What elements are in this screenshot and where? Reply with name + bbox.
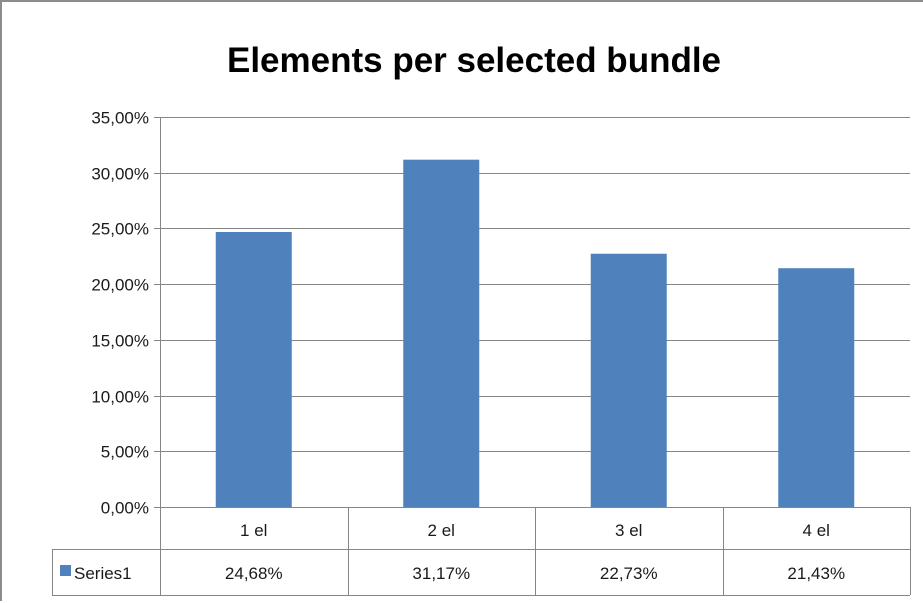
bar (215, 231, 292, 507)
legend-swatch (60, 565, 71, 576)
legend-series-name: Series1 (74, 564, 132, 583)
data-label: 24,68% (225, 564, 283, 583)
y-tick-label: 10,00% (91, 388, 149, 407)
bar (778, 268, 855, 507)
category-label: 4 el (803, 521, 830, 540)
y-tick-label: 20,00% (91, 276, 149, 295)
y-tick-label: 25,00% (91, 220, 149, 239)
data-label: 31,17% (412, 564, 470, 583)
y-tick-label: 5,00% (101, 443, 149, 462)
data-table: 1 el 24,68% 2 el 31,17% 3 el 22,73% 4 el 21,43%… (52, 507, 911, 596)
bars (215, 159, 855, 508)
chart-title: Elements per selected bundle (227, 41, 721, 80)
y-tick-label: 35,00% (91, 109, 149, 128)
category-label: 3 el (615, 521, 642, 540)
y-tick-label: 0,00% (101, 499, 149, 518)
data-label: 21,43% (787, 564, 845, 583)
category-label: 2 el (428, 521, 455, 540)
data-label: 22,73% (600, 564, 658, 583)
y-tick-label: 30,00% (91, 165, 149, 184)
bar (590, 253, 667, 507)
y-tick-label: 15,00% (91, 332, 149, 351)
category-label: 1 el (240, 521, 267, 540)
bar (403, 159, 480, 508)
y-axis-tick-labels: 0,00% 5,00% 10,00% 15,00% 20,00% 25,00% 30,00%… (91, 109, 149, 518)
